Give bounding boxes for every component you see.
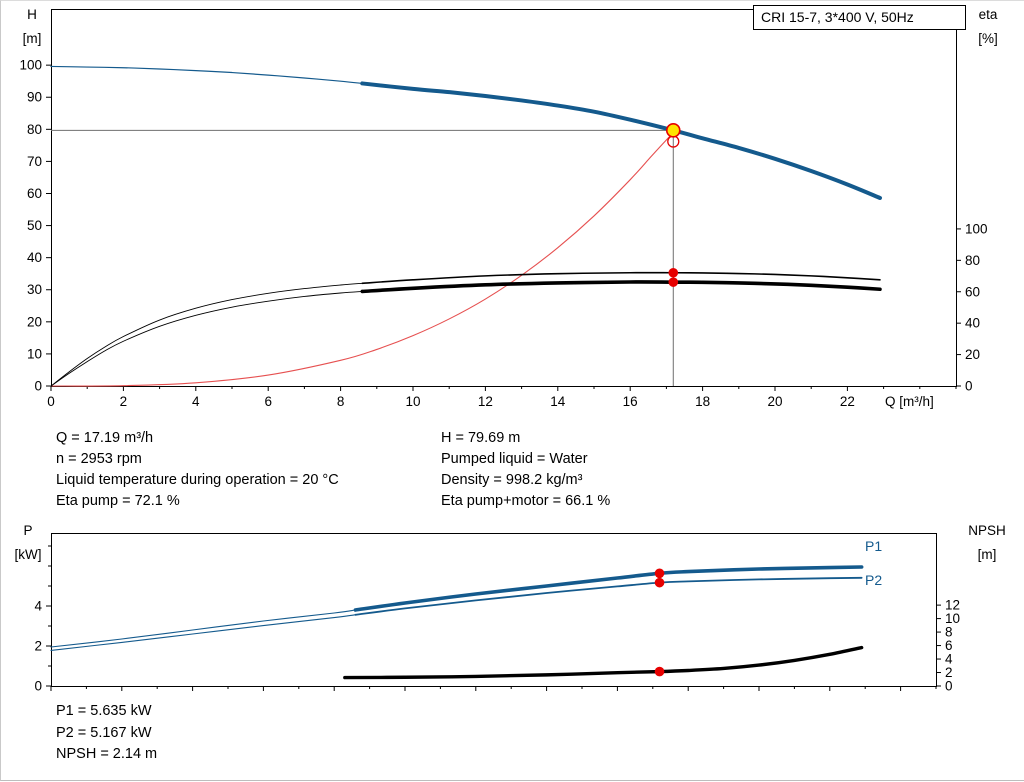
x-tick-label: 2 xyxy=(120,394,128,409)
y-right-tick-label: 100 xyxy=(965,221,988,236)
info-line-eta-pump: Eta pump = 72.1 % xyxy=(56,493,180,509)
y-right-tick-label: 0 xyxy=(965,379,973,394)
x-tick-label: 8 xyxy=(337,394,345,409)
npsh-curve xyxy=(343,645,864,680)
y-right-tick-label: 0 xyxy=(945,679,953,694)
axis-title-line: [%] xyxy=(978,31,998,46)
y-left-tick-label: 30 xyxy=(27,282,42,297)
info-line-npsh: NPSH = 2.14 m xyxy=(56,746,158,762)
npsh-dot xyxy=(654,666,665,677)
y-right-tick-label: 12 xyxy=(945,598,960,613)
p1-curve-label: P1 xyxy=(865,538,883,554)
x-tick-label: 16 xyxy=(623,394,638,409)
y-left-tick-label: 4 xyxy=(34,599,42,614)
qh-x-axis-title: Q [m³/h] xyxy=(885,394,934,409)
p2-dot xyxy=(654,577,665,588)
x-tick-label: 14 xyxy=(550,394,566,409)
p1-curve-op xyxy=(353,565,864,612)
power-frame xyxy=(51,533,937,687)
power-left-axis-title: P [kW] xyxy=(9,519,47,567)
duty-point xyxy=(665,123,681,138)
y-right-tick-label: 20 xyxy=(965,347,980,362)
y-left-tick-label: 70 xyxy=(27,154,42,169)
x-tick-label: 20 xyxy=(767,394,782,409)
axis-title-line: eta xyxy=(978,7,998,22)
info-line-p1: P1 = 5.635 kW xyxy=(56,703,152,719)
pump-type-label: CRI 15-7, 3*400 V, 50Hz xyxy=(761,9,914,25)
p2-curve-op xyxy=(354,576,863,616)
y-left-tick-label: 80 xyxy=(27,122,42,137)
y-left-tick-label: 0 xyxy=(34,379,42,394)
x-tick-label: 4 xyxy=(192,394,200,409)
x-tick-label: 12 xyxy=(478,394,493,409)
x-tick-label: 18 xyxy=(695,394,710,409)
pump-type-box: CRI 15-7, 3*400 V, 50Hz xyxy=(753,5,966,30)
y-right-tick-label: 6 xyxy=(945,638,953,653)
power-info: P1 = 5.635 kW P2 = 5.167 kW NPSH = 2.14 … xyxy=(56,701,157,766)
eta-pump-dot xyxy=(668,267,679,278)
y-right-tick-label: 80 xyxy=(965,253,980,268)
axis-title-line: P xyxy=(23,523,33,538)
y-right-tick-label: 4 xyxy=(945,652,953,667)
p1-curve-min xyxy=(50,609,356,648)
head-curve-op xyxy=(360,81,882,200)
y-left-tick-label: 40 xyxy=(27,250,42,265)
power-right-axis-title: NPSH [m] xyxy=(959,519,1015,567)
x-tick-label: 22 xyxy=(840,394,855,409)
axis-title-line: [kW] xyxy=(14,547,42,562)
axis-title-line: [m] xyxy=(977,547,997,562)
info-line-n: n = 2953 rpm xyxy=(56,451,142,467)
y-left-tick-label: 0 xyxy=(34,679,42,694)
p2-curve-label: P2 xyxy=(865,572,883,588)
system-curve xyxy=(50,131,674,387)
qh-left-axis-title: H [m] xyxy=(13,3,51,51)
y-left-tick-label: 90 xyxy=(27,90,42,105)
y-right-tick-label: 60 xyxy=(965,284,980,299)
y-left-tick-label: 20 xyxy=(27,314,42,329)
info-line-liquid: Pumped liquid = Water xyxy=(441,451,588,467)
x-tick-label: 6 xyxy=(264,394,272,409)
y-left-tick-label: 10 xyxy=(27,346,42,361)
eta-pump-motor-curve-op xyxy=(360,280,882,294)
info-line-h: H = 79.69 m xyxy=(441,430,521,446)
head-curve-min xyxy=(50,65,363,85)
x-tick-label: 10 xyxy=(405,394,420,409)
eta-pump-motor-curve-min xyxy=(50,290,363,387)
duty-info-right: H = 79.69 m Pumped liquid = Water Densit… xyxy=(441,428,610,512)
y-right-tick-label: 10 xyxy=(945,611,960,626)
p1-dot xyxy=(654,568,665,579)
axis-title-line: H xyxy=(27,7,37,22)
x-tick-label: 0 xyxy=(47,394,55,409)
duty-info-left: Q = 17.19 m³/h n = 2953 rpm Liquid tempe… xyxy=(56,428,339,512)
p2-curve-min xyxy=(50,614,356,651)
qh-right-axis-title: eta [%] xyxy=(967,3,1009,51)
eta-pump-curve-min xyxy=(50,282,363,387)
y-right-tick-label: 2 xyxy=(945,665,953,680)
info-line-density: Density = 998.2 kg/m³ xyxy=(441,472,583,488)
y-left-tick-label: 2 xyxy=(34,639,42,654)
y-left-tick-label: 60 xyxy=(27,186,42,201)
info-line-q: Q = 17.19 m³/h xyxy=(56,430,154,446)
info-line-p2: P2 = 5.167 kW xyxy=(56,724,152,741)
info-line-temp: Liquid temperature during operation = 20… xyxy=(56,472,339,488)
y-left-tick-label: 100 xyxy=(19,58,42,73)
axis-title-line: [m] xyxy=(22,31,42,46)
eta-pump-motor-dot xyxy=(668,277,679,287)
qh-frame xyxy=(51,9,957,387)
y-right-tick-label: 40 xyxy=(965,316,980,331)
y-left-tick-label: 50 xyxy=(27,218,42,233)
eta-pump-curve-op xyxy=(361,271,881,285)
info-line-eta-pump-motor: Eta pump+motor = 66.1 % xyxy=(441,493,611,509)
qh-plot: 0 2 4 6 8 10 12 14 16 18 20 22 0 10 20 30 40 50 60 70 80 90 10… xyxy=(19,9,988,409)
axis-title-line: NPSH xyxy=(968,523,1006,538)
y-right-tick-label: 8 xyxy=(945,625,953,640)
